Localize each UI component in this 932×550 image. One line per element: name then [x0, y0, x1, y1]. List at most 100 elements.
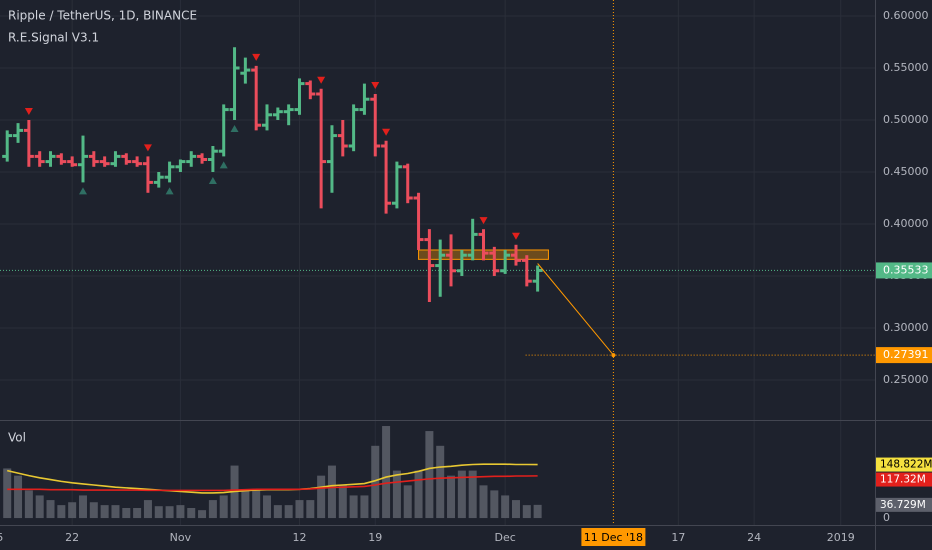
volume-bar [78, 495, 87, 519]
volume-value-label: 148.822M [880, 459, 932, 471]
volume-bar [511, 500, 520, 519]
x-tick-label: 24 [747, 531, 761, 544]
volume-bar [382, 426, 391, 519]
price-pane [0, 47, 875, 358]
volume-bar [35, 495, 44, 519]
sell-signal [252, 53, 261, 61]
indicator-title: R.E.Signal V3.1 [8, 31, 99, 45]
volume-bar [24, 490, 33, 519]
volume-bar [533, 504, 542, 519]
volume-bar [273, 505, 282, 519]
volume-bar [338, 485, 347, 519]
volume-bar [100, 505, 109, 519]
volume-bar [327, 465, 336, 519]
volume-bar [425, 431, 434, 519]
volume-bar [165, 506, 174, 519]
buy-signal [78, 187, 87, 195]
volume-bar [3, 468, 12, 519]
volume-pane [3, 426, 542, 519]
volume-ma-line [7, 475, 538, 492]
y-tick-label: 0.30000 [883, 321, 929, 334]
last-price-box [876, 262, 932, 279]
projection-line [537, 263, 614, 356]
volume-bar [143, 500, 152, 519]
volume-bar [241, 490, 250, 519]
last-price-label: 0.35533 [883, 263, 929, 276]
volume-bar [57, 505, 66, 519]
volume-value-label: 117.32M [880, 474, 926, 486]
volume-bar [46, 500, 55, 519]
x-tick-label: 15 [0, 531, 3, 544]
sell-signal [511, 232, 520, 240]
crosshair-point [611, 353, 616, 358]
sell-signal [371, 82, 380, 90]
volume-bar [479, 485, 488, 519]
volume-bar [306, 500, 315, 519]
volume-bar [133, 507, 142, 519]
volume-bar [154, 506, 163, 519]
y-tick-label: 0.40000 [883, 217, 929, 230]
y-tick-label: 0.50000 [883, 113, 929, 126]
volume-bar [263, 495, 272, 519]
volume-value-box [876, 497, 932, 512]
crosshair-y-label: 0.27391 [883, 348, 929, 361]
volume-bar [295, 500, 304, 519]
volume-bar [219, 495, 228, 519]
volume-bar [284, 505, 293, 519]
volume-value-box [876, 457, 932, 472]
volume-bar [111, 505, 120, 519]
volume-bar [457, 470, 466, 519]
volume-bar [349, 495, 358, 519]
volume-bar [317, 475, 326, 519]
volume-bar [501, 495, 510, 519]
volume-bar [414, 470, 423, 519]
buy-signal [208, 176, 217, 184]
sell-signal [24, 108, 33, 115]
x-tick-label: 12 [292, 531, 306, 544]
volume-value-box [876, 472, 932, 487]
x-tick-label: 22 [65, 531, 79, 544]
volume-bar [68, 502, 77, 519]
crosshair-x-box [581, 528, 646, 546]
x-tick-label: 19 [368, 531, 382, 544]
sell-signal [479, 217, 488, 225]
x-tick-label: Nov [170, 531, 192, 544]
buy-signal [219, 161, 228, 169]
grid [0, 0, 875, 525]
volume-bar [176, 505, 185, 519]
volume-bar [436, 445, 445, 519]
volume-tick-label: 0 [883, 511, 890, 524]
volume-value-label: 36.729M [880, 499, 926, 511]
volume-bar [187, 507, 196, 519]
crosshair-x-label: 11 Dec '18 [584, 531, 643, 544]
volume-bar [468, 470, 477, 519]
chart-title: Ripple / TetherUS, 1D, BINANCE [8, 9, 197, 23]
volume-title: Vol [8, 431, 26, 445]
volume-bar [490, 490, 499, 519]
sell-signal [143, 144, 152, 152]
volume-bar [392, 470, 401, 519]
sell-signal [382, 128, 391, 136]
volume-bar [360, 495, 369, 519]
buy-signal [165, 187, 174, 195]
volume-bar [14, 475, 23, 519]
x-tick-label: 17 [671, 531, 685, 544]
buy-signal [230, 125, 239, 132]
x-tick-label: 2019 [827, 531, 855, 544]
volume-bar [371, 445, 380, 519]
volume-bar [522, 505, 531, 519]
volume-bar [252, 490, 261, 519]
crosshair-y-box [876, 347, 932, 364]
x-tick-label: Dec [495, 531, 516, 544]
y-tick-label: 0.45000 [883, 165, 929, 178]
volume-bar [447, 475, 456, 519]
volume-bar [89, 502, 98, 519]
y-tick-label: 0.55000 [883, 61, 929, 74]
volume-bar [208, 500, 217, 519]
volume-bar [198, 510, 207, 519]
volume-bar [122, 507, 131, 519]
y-tick-label: 0.25000 [883, 373, 929, 386]
y-tick-label: 0.60000 [883, 9, 929, 22]
